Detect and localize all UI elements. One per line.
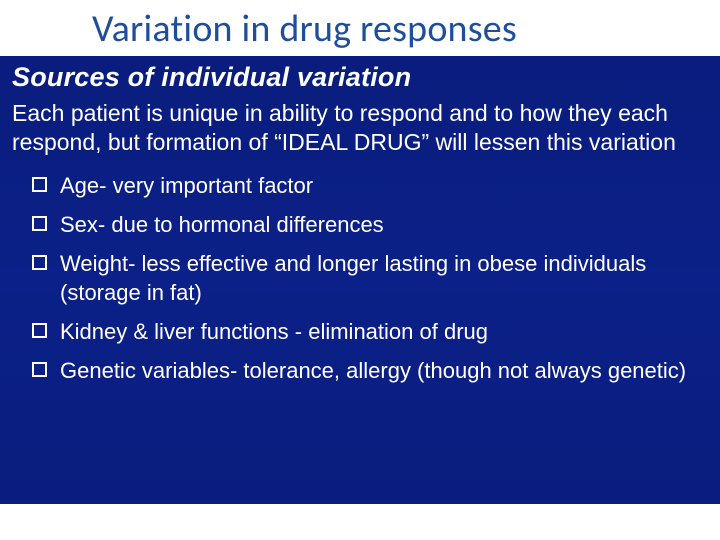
intro-paragraph: Each patient is unique in ability to res… <box>12 99 710 157</box>
section-heading: Sources of individual variation <box>12 62 710 93</box>
list-item: Age- very important factor <box>32 171 692 200</box>
slide: Variation in drug responses Sources of i… <box>0 0 720 540</box>
bullet-list: Age- very important factor Sex- due to h… <box>32 171 710 385</box>
list-item: Sex- due to hormonal differences <box>32 210 692 239</box>
page-title: Variation in drug responses <box>0 0 720 56</box>
list-item: Genetic variables- tolerance, allergy (t… <box>32 356 692 385</box>
list-item: Kidney & liver functions - elimination o… <box>32 317 692 346</box>
content-panel: Sources of individual variation Each pat… <box>0 56 720 504</box>
list-item: Weight- less effective and longer lastin… <box>32 249 692 307</box>
